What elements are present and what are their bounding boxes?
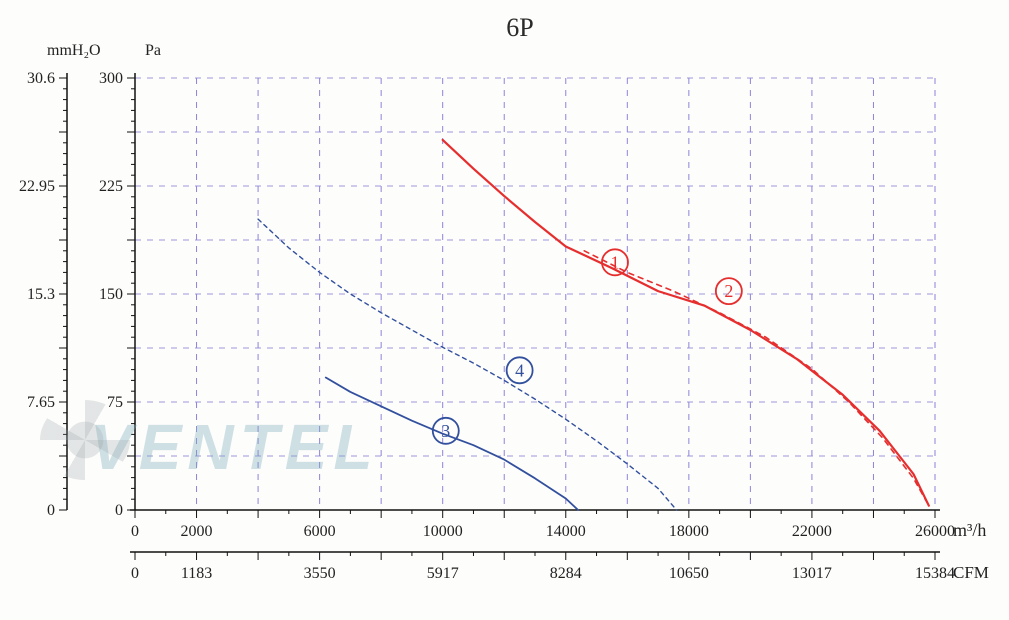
svg-text:22000: 22000 (792, 523, 832, 540)
svg-text:1183: 1183 (181, 565, 212, 582)
svg-text:7.65: 7.65 (27, 394, 55, 411)
svg-text:0: 0 (131, 565, 139, 582)
svg-text:2: 2 (724, 281, 733, 301)
svg-text:225: 225 (99, 178, 123, 195)
svg-text:0: 0 (115, 502, 123, 519)
svg-text:26000: 26000 (915, 523, 955, 540)
svg-text:m³/h: m³/h (953, 520, 986, 540)
svg-text:30.6: 30.6 (27, 70, 55, 87)
svg-text:3550: 3550 (304, 565, 336, 582)
svg-text:8284: 8284 (550, 565, 582, 582)
svg-text:mmH₂O: mmH₂O (47, 42, 101, 59)
svg-text:6P: 6P (506, 13, 533, 42)
svg-text:6000: 6000 (304, 523, 336, 540)
svg-text:14000: 14000 (546, 523, 586, 540)
svg-text:13017: 13017 (792, 565, 832, 582)
svg-text:CFM: CFM (953, 563, 989, 582)
svg-text:1: 1 (611, 252, 620, 272)
svg-text:300: 300 (99, 70, 123, 87)
svg-text:15384: 15384 (915, 565, 955, 582)
svg-text:15.3: 15.3 (27, 286, 55, 303)
svg-text:4: 4 (515, 360, 524, 380)
fan-performance-chart: 075150225300Pa07.6515.322.9530.6mmH₂O020… (0, 0, 1009, 620)
svg-text:18000: 18000 (669, 523, 709, 540)
svg-text:3: 3 (441, 421, 450, 441)
svg-text:10650: 10650 (669, 565, 709, 582)
svg-text:0: 0 (47, 502, 55, 519)
svg-text:5917: 5917 (427, 565, 459, 582)
svg-text:Pa: Pa (145, 42, 161, 59)
svg-text:150: 150 (99, 286, 123, 303)
svg-text:0: 0 (131, 523, 139, 540)
svg-text:2000: 2000 (181, 523, 213, 540)
svg-text:75: 75 (107, 394, 123, 411)
svg-text:22.95: 22.95 (19, 178, 55, 195)
svg-text:10000: 10000 (423, 523, 463, 540)
